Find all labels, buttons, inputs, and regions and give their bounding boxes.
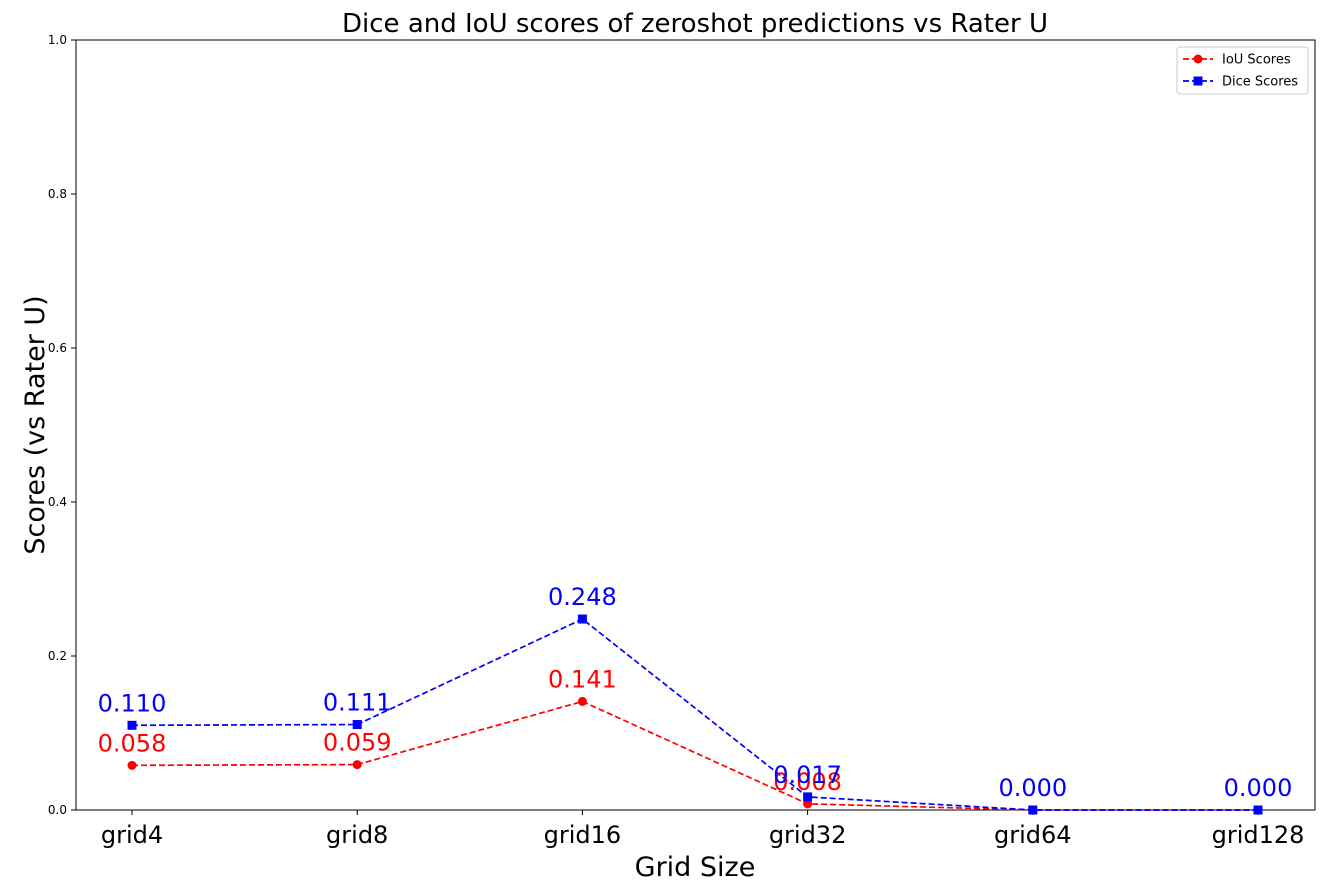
data-label: 0.110 [98, 689, 167, 717]
legend-label: Dice Scores [1222, 75, 1298, 90]
series-layer [127, 614, 1263, 815]
x-tick-label: grid128 [1212, 821, 1305, 849]
dice-point [1028, 805, 1038, 815]
x-tick-label: grid8 [326, 821, 388, 849]
legend-label: IoU Scores [1222, 53, 1291, 68]
x-tick-label: grid32 [769, 821, 847, 849]
data-label: 0.017 [773, 761, 842, 789]
dice-point [1253, 805, 1263, 815]
x-tick-label: grid64 [994, 821, 1072, 849]
y-tick-label: 1.0 [48, 33, 67, 47]
legend-box [1176, 46, 1309, 95]
data-label: 0.000 [998, 774, 1067, 802]
y-tick-label: 0.6 [48, 341, 67, 355]
y-axis-ticks: 0.0 0.2 0.4 0.6 0.8 1.0 [48, 33, 76, 817]
plot-frame [75, 39, 1316, 811]
y-tick-label: 0.0 [48, 803, 67, 817]
x-axis-label: Grid Size [635, 852, 756, 883]
data-label: 0.141 [548, 665, 617, 693]
dice-point [803, 792, 813, 802]
dice-point [577, 614, 587, 624]
y-tick-label: 0.8 [48, 187, 67, 201]
dice-point [127, 720, 137, 730]
y-tick-label: 0.2 [48, 649, 67, 663]
plot-area [75, 39, 1316, 811]
data-label: 0.008 [773, 768, 842, 796]
legend: IoU Scores Dice Scores [1176, 46, 1309, 95]
x-tick-label: grid4 [101, 821, 163, 849]
iou-point [352, 760, 362, 770]
y-axis-label: Scores (vs Rater U) [20, 295, 51, 554]
data-label: 0.111 [323, 689, 392, 717]
iou-point [577, 696, 587, 706]
legend-marker [1193, 54, 1203, 64]
chart-title: Dice and IoU scores of zeroshot predicti… [342, 9, 1048, 39]
x-axis-ticks: grid4 grid8 grid16 grid32 grid64 grid128 [101, 810, 1305, 849]
legend-marker [1193, 76, 1203, 86]
x-tick-label: grid16 [544, 821, 622, 849]
iou-point [127, 760, 137, 770]
iou-point [803, 799, 813, 809]
y-tick-label: 0.4 [48, 495, 67, 509]
data-label: 0.058 [98, 729, 167, 757]
data-label: 0.059 [323, 729, 392, 757]
data-label: 0.248 [548, 583, 617, 611]
series-line-iou [131, 700, 1258, 811]
data-label: 0.000 [1224, 774, 1293, 802]
data-labels: 0.058 0.059 0.141 0.008 0.110 0.111 0.248 0.017… [98, 583, 1293, 802]
dice-point [352, 720, 362, 730]
series-line-dice [131, 618, 1258, 811]
